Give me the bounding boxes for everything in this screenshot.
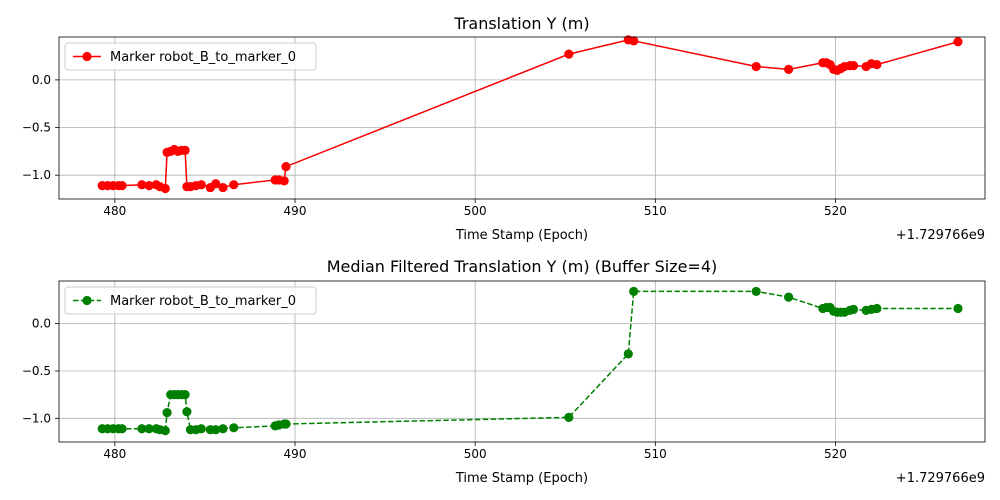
legend-label: Marker robot_B_to_marker_0 xyxy=(110,50,296,65)
legend-marker xyxy=(82,295,92,306)
data-point xyxy=(160,183,170,194)
data-point xyxy=(784,292,794,302)
x-tick-label: 480 xyxy=(103,447,126,461)
data-point xyxy=(623,349,633,359)
data-point xyxy=(229,423,239,433)
data-point xyxy=(953,37,963,47)
y-tick-label: −1.0 xyxy=(22,411,51,425)
data-point xyxy=(872,60,882,70)
x-tick-label: 490 xyxy=(284,447,307,461)
data-point xyxy=(144,424,154,434)
data-point xyxy=(218,424,228,434)
data-point xyxy=(160,426,170,436)
x-offset-label: +1.729766e9 xyxy=(896,228,985,243)
x-axis-label: Time Stamp (Epoch) xyxy=(455,228,588,243)
y-tick-label: −0.5 xyxy=(22,121,51,135)
data-point xyxy=(751,286,761,297)
axes-frame xyxy=(58,36,986,200)
x-tick-label: 520 xyxy=(824,447,847,461)
x-tick-label: 510 xyxy=(644,447,667,461)
data-point xyxy=(180,145,190,155)
data-point xyxy=(218,182,228,193)
data-point xyxy=(229,180,239,190)
y-tick-label: 0.0 xyxy=(32,73,51,87)
legend: Marker robot_B_to_marker_0 xyxy=(64,42,317,71)
chart-translation-y: 480 490 500 510 520 0.0 −0.5 −1.0 Translation Y … xyxy=(22,14,986,243)
chart-title: Median Filtered Translation Y (m) (Buffe… xyxy=(327,257,717,276)
legend-label: Marker robot_B_to_marker_0 xyxy=(110,294,296,309)
chart-title: Translation Y (m) xyxy=(453,14,589,33)
data-point xyxy=(196,424,206,434)
data-point xyxy=(144,181,154,191)
data-point xyxy=(117,424,127,434)
data-point xyxy=(564,412,574,422)
x-tick-label: 490 xyxy=(284,204,307,218)
y-tick-label: −0.5 xyxy=(22,364,51,378)
x-axis-label: Time Stamp (Epoch) xyxy=(455,471,588,486)
data-point xyxy=(162,408,172,418)
data-point xyxy=(117,181,127,191)
legend-box xyxy=(64,42,317,71)
data-point xyxy=(629,286,639,297)
data-point xyxy=(137,424,147,434)
x-tick-label: 500 xyxy=(464,204,487,218)
data-point xyxy=(872,303,882,314)
data-point xyxy=(784,64,794,74)
data-point xyxy=(180,390,190,400)
legend-box xyxy=(64,286,317,315)
y-tick-label: 0.0 xyxy=(32,317,51,331)
x-offset-label: +1.729766e9 xyxy=(896,471,985,486)
x-tick-label: 480 xyxy=(103,204,126,218)
legend: Marker robot_B_to_marker_0 xyxy=(64,286,317,315)
y-tick-label: −1.0 xyxy=(22,168,51,182)
data-point xyxy=(953,303,963,314)
data-point xyxy=(564,49,574,59)
data-point xyxy=(281,419,291,429)
data-point xyxy=(196,180,206,190)
data-point xyxy=(211,425,221,435)
chart-median-filtered-translation-y: 480 490 500 510 520 0.0 −0.5 −1.0 Median Filtere… xyxy=(22,257,986,486)
data-point xyxy=(137,180,147,190)
data-point xyxy=(279,176,289,186)
x-tick-label: 510 xyxy=(644,204,667,218)
x-tick-label: 500 xyxy=(464,447,487,461)
legend-marker xyxy=(82,51,92,62)
data-point xyxy=(629,36,639,46)
data-point xyxy=(281,162,291,172)
axes-frame xyxy=(58,280,986,443)
data-point xyxy=(211,179,221,189)
data-point xyxy=(182,407,192,417)
data-point xyxy=(751,61,761,72)
data-point xyxy=(848,304,859,315)
x-tick-label: 520 xyxy=(824,204,847,218)
data-point xyxy=(848,60,859,71)
